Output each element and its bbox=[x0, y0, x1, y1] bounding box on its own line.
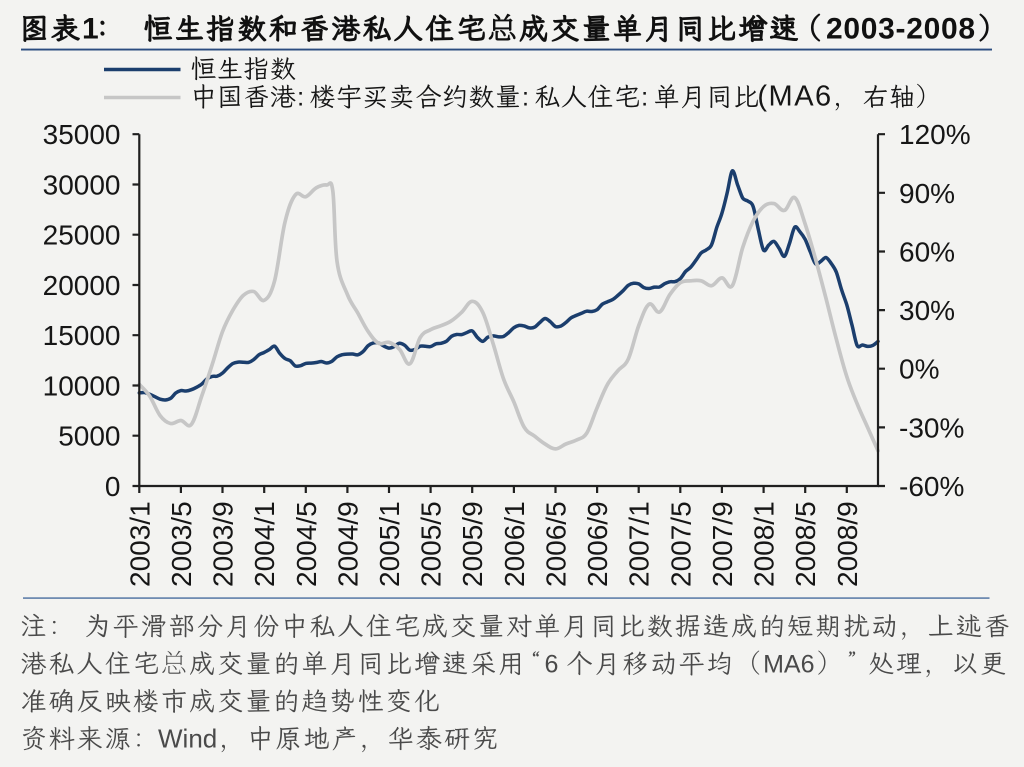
svg-text:2008/5: 2008/5 bbox=[790, 501, 821, 587]
svg-text:0: 0 bbox=[105, 471, 121, 502]
svg-text:2003/1: 2003/1 bbox=[124, 501, 155, 587]
svg-text:2008/9: 2008/9 bbox=[832, 501, 863, 587]
svg-text::: : bbox=[641, 82, 648, 112]
svg-text:1: 1 bbox=[82, 13, 99, 46]
svg-text:2005/5: 2005/5 bbox=[416, 501, 447, 587]
svg-text:15000: 15000 bbox=[43, 320, 121, 351]
svg-text:2006/9: 2006/9 bbox=[582, 501, 613, 587]
svg-text:2004/1: 2004/1 bbox=[249, 501, 280, 587]
svg-text:2003/9: 2003/9 bbox=[208, 501, 239, 587]
svg-text:25000: 25000 bbox=[43, 220, 121, 251]
svg-text:2005/1: 2005/1 bbox=[374, 501, 405, 587]
svg-text:2007/9: 2007/9 bbox=[707, 501, 738, 587]
svg-text:0%: 0% bbox=[899, 354, 939, 385]
svg-text:2007/5: 2007/5 bbox=[665, 501, 696, 587]
svg-text:30%: 30% bbox=[899, 295, 955, 326]
svg-text:2004/5: 2004/5 bbox=[291, 501, 322, 587]
svg-text:MA6: MA6 bbox=[763, 651, 814, 679]
svg-text:2006/5: 2006/5 bbox=[541, 501, 572, 587]
svg-text::: : bbox=[297, 82, 304, 112]
svg-text:60%: 60% bbox=[899, 237, 955, 268]
svg-text::: : bbox=[522, 82, 529, 112]
svg-text:(MA6: (MA6 bbox=[757, 81, 832, 113]
svg-text:35000: 35000 bbox=[43, 119, 121, 150]
svg-text:2006/1: 2006/1 bbox=[499, 501, 530, 587]
svg-text:-30%: -30% bbox=[899, 412, 964, 443]
svg-text:20000: 20000 bbox=[43, 270, 121, 301]
svg-text:Wind: Wind bbox=[158, 724, 217, 754]
svg-text:6: 6 bbox=[545, 651, 559, 679]
svg-text:2003-2008: 2003-2008 bbox=[826, 13, 976, 46]
svg-text:2004/9: 2004/9 bbox=[332, 501, 363, 587]
svg-text:10000: 10000 bbox=[43, 371, 121, 402]
svg-text:-60%: -60% bbox=[899, 471, 964, 502]
svg-text:90%: 90% bbox=[899, 178, 955, 209]
svg-text:2003/5: 2003/5 bbox=[166, 501, 197, 587]
svg-text:2007/1: 2007/1 bbox=[624, 501, 655, 587]
svg-text:2008/1: 2008/1 bbox=[749, 501, 780, 587]
svg-text:2005/9: 2005/9 bbox=[457, 501, 488, 587]
svg-text:120%: 120% bbox=[899, 119, 971, 150]
svg-text:5000: 5000 bbox=[58, 421, 120, 452]
svg-text:30000: 30000 bbox=[43, 170, 121, 201]
